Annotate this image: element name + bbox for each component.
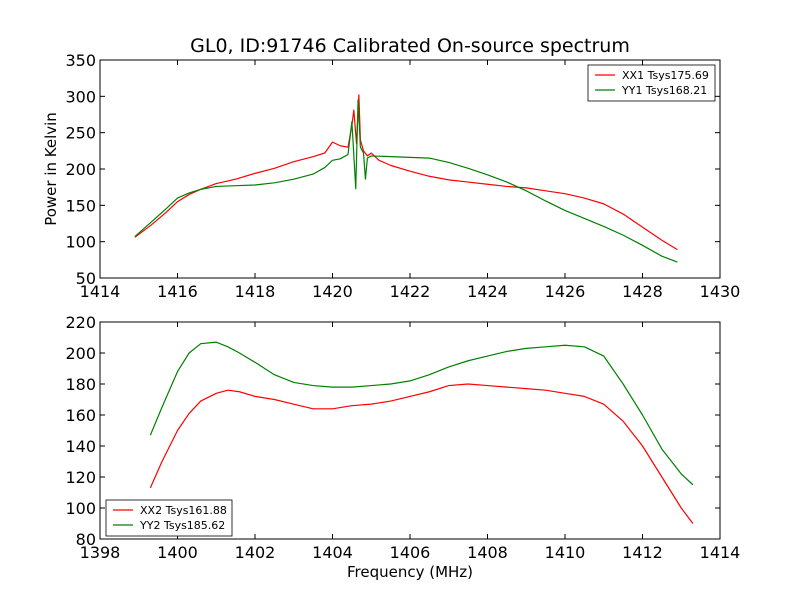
x-tick-label: 1406 [390, 543, 431, 562]
legend-label: YY2 Tsys185.62 [139, 519, 225, 532]
legend-box [587, 64, 716, 102]
y-tick-label: 80 [76, 530, 96, 549]
y-tick-label: 150 [65, 196, 96, 215]
y-tick-label: 200 [65, 344, 96, 363]
x-tick-label: 1412 [622, 543, 663, 562]
y-tick-label: 300 [65, 87, 96, 106]
x-tick-label: 1402 [235, 543, 276, 562]
legend-box [105, 499, 233, 537]
x-tick-label: 1430 [700, 282, 741, 301]
y-tick-label: 100 [65, 233, 96, 252]
y-tick-label: 250 [65, 124, 96, 143]
x-tick-label: 1410 [545, 543, 586, 562]
y-tick-label: 160 [65, 406, 96, 425]
x-tick-label: 1400 [157, 543, 198, 562]
chart-panel-1: 1414 1416 1418 1420 1422 1424 1426 1428 1430 50 10… [42, 35, 740, 301]
series-line-yy [149, 341, 694, 486]
legend-label: XX2 Tsys161.88 [140, 504, 227, 517]
x-tick-label: 1414 [700, 543, 741, 562]
x-tick-label: 1398 [80, 543, 121, 562]
y-tick-label: 200 [65, 160, 96, 179]
chart-title: GL0, ID:91746 Calibrated On-source spect… [190, 35, 630, 57]
series-line-xx [134, 94, 678, 251]
y-tick-label: 180 [65, 375, 96, 394]
x-tick-label: 1418 [235, 282, 276, 301]
legend-label: YY1 Tsys168.21 [621, 84, 707, 97]
y-tick-label: 120 [65, 468, 96, 487]
y-tick-label: 350 [65, 51, 96, 70]
series-line-yy [134, 99, 678, 263]
legend: XX2 Tsys161.88 YY2 Tsys185.62 [105, 499, 233, 537]
x-tick-label: 1404 [312, 543, 353, 562]
x-tick-label: 1424 [467, 282, 508, 301]
x-tick-label: 1426 [545, 282, 586, 301]
x-tick-label: 1414 [80, 282, 121, 301]
x-tick-label: 1422 [390, 282, 431, 301]
x-tick-label: 1420 [312, 282, 353, 301]
legend-label: XX1 Tsys175.69 [622, 69, 709, 82]
y-tick-label: 100 [65, 499, 96, 518]
x-tick-label: 1428 [622, 282, 663, 301]
x-tick-label: 1408 [467, 543, 508, 562]
x-tick-label: 1416 [157, 282, 198, 301]
y-tick-label: 140 [65, 437, 96, 456]
y-tick-label: 50 [76, 269, 96, 288]
legend: XX1 Tsys175.69 YY1 Tsys168.21 [587, 64, 716, 102]
y-tick-label: 220 [65, 313, 96, 332]
series-line-xx [149, 383, 694, 524]
chart-panel-2: 1398 1400 1402 1404 1406 1408 1410 1412 1414 80 10… [65, 313, 740, 581]
y-axis-label: Power in Kelvin [42, 112, 60, 226]
x-axis-label: Frequency (MHz) [347, 563, 473, 581]
